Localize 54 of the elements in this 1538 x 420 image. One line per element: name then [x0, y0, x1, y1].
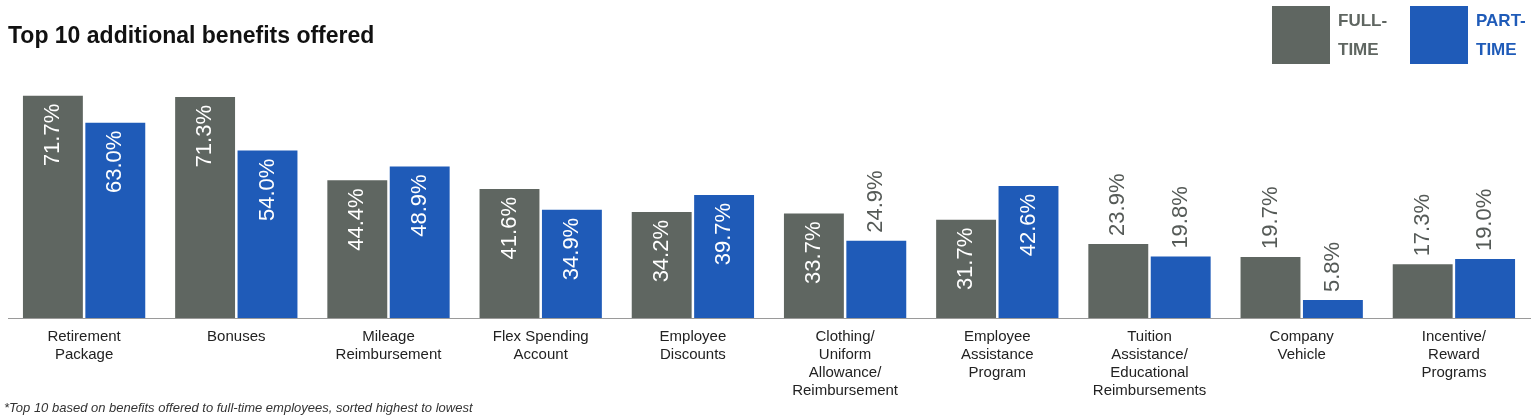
x-tick-label: Retirement Package [47, 327, 122, 363]
bar [85, 122, 146, 318]
data-label: 39.7% [710, 202, 736, 266]
bar [936, 219, 997, 318]
x-tick-label: Employee Discounts [659, 327, 727, 363]
data-label: 5.8% [1318, 241, 1344, 293]
data-label: 34.2% [647, 219, 673, 283]
data-label: 19.0% [1471, 188, 1497, 252]
data-label: 41.6% [495, 197, 521, 260]
bar [1150, 256, 1211, 318]
bar [631, 211, 692, 318]
data-label: 34.9% [557, 217, 583, 281]
data-label: 42.6% [1014, 193, 1040, 257]
chart-title: Top 10 additional benefits offered [8, 22, 375, 49]
data-label: 44.4% [343, 188, 369, 251]
x-tick-label: Clothing/Uniform Allowance/Reimbursement [792, 327, 899, 399]
data-label: 24.9% [862, 170, 888, 233]
data-label: 19.7% [1256, 186, 1282, 249]
data-label: 71.7% [38, 103, 64, 167]
x-tick-label: Employee Assistance Program [961, 327, 1034, 381]
bar [783, 213, 844, 318]
bar [1088, 243, 1149, 318]
bar [694, 194, 755, 318]
data-label: 23.9% [1104, 173, 1130, 236]
data-label: 54.0% [253, 158, 279, 221]
text: PART-TIME [1476, 10, 1527, 61]
x-tick-label: Company Vehicle [1269, 327, 1335, 363]
text: FULL-TIME [1338, 10, 1389, 61]
bar [998, 185, 1059, 318]
x-tick-label: Tuition Assistance/Educational Reimbursements [1092, 327, 1207, 399]
bar [175, 96, 236, 318]
bar [327, 180, 388, 318]
data-label: 33.7% [799, 221, 825, 284]
data-label: 71.3% [191, 104, 217, 168]
text: *Top 10 based on benefits offered to full-time employees, sorted highest to lowest [4, 400, 473, 415]
bar [237, 150, 298, 318]
bar [1455, 259, 1516, 318]
data-label: 17.3% [1408, 193, 1434, 257]
data-label: 48.9% [405, 174, 431, 237]
bar [389, 166, 450, 318]
data-label: 19.8% [1166, 186, 1192, 249]
data-label: 31.7% [952, 227, 978, 291]
bar [541, 209, 602, 318]
bar [22, 95, 83, 318]
bar [479, 189, 540, 318]
bar [1302, 300, 1363, 318]
x-tick-label: Bonuses [207, 327, 266, 345]
bar [846, 240, 907, 318]
x-tick-label: Incentive/Reward Programs [1421, 327, 1487, 381]
data-label: 63.0% [101, 130, 127, 194]
bar [1392, 264, 1453, 318]
x-tick-label: Flex Spending Account [492, 327, 589, 363]
bar [1240, 256, 1301, 318]
x-tick-label: Mileage Reimbursement [335, 327, 443, 363]
